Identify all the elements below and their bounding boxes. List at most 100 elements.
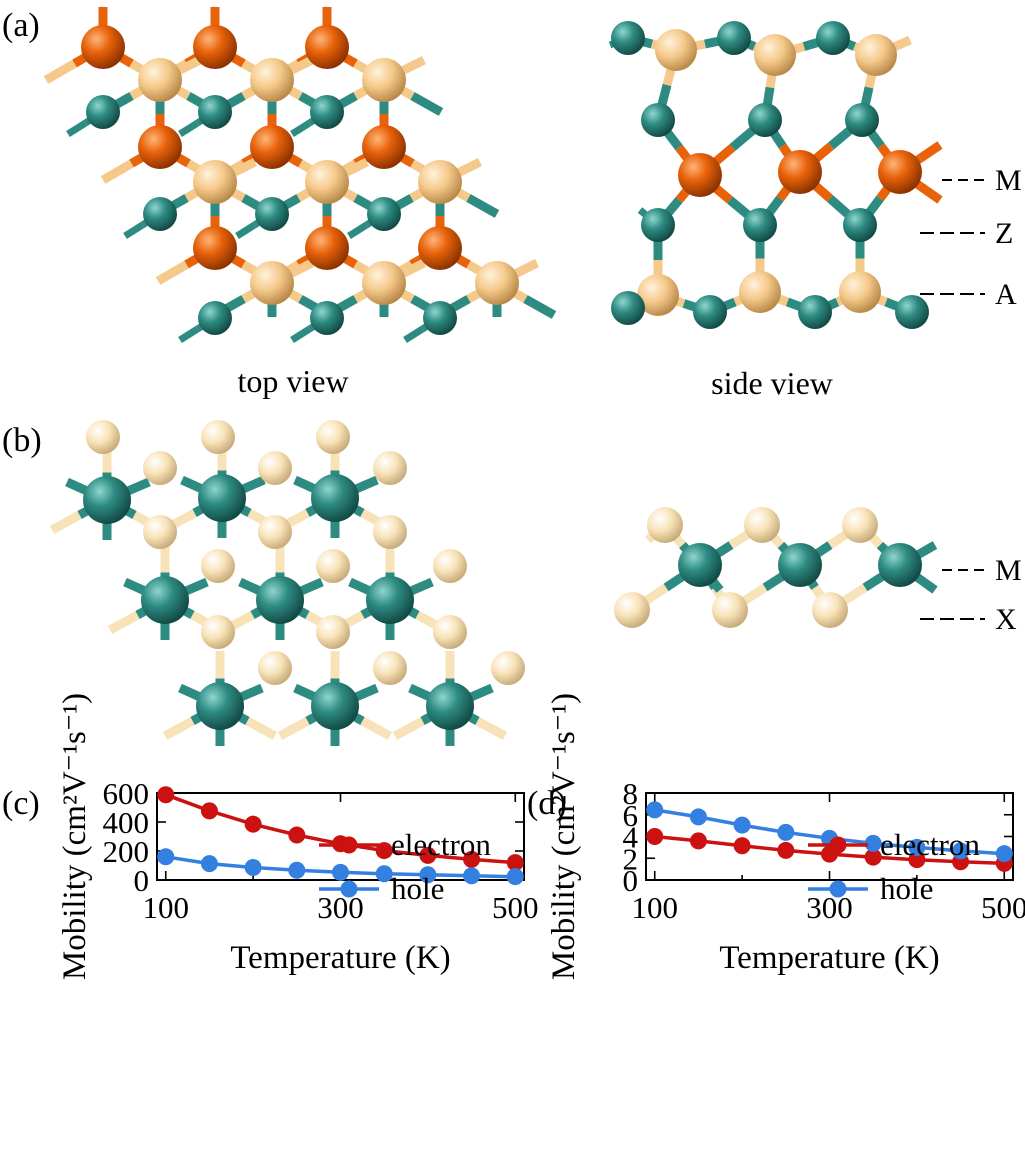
- bond: [401, 258, 427, 278]
- layer-label-m: M: [995, 164, 1022, 197]
- bond: [49, 511, 82, 534]
- teal-atom: [845, 103, 879, 137]
- teal-atom: [198, 95, 232, 129]
- bond: [348, 577, 372, 596]
- cream-atom: [744, 507, 780, 543]
- orange-atom: [305, 25, 349, 69]
- teal-atom: [611, 21, 645, 55]
- data-point-electron: [864, 848, 882, 866]
- data-point-electron: [288, 826, 306, 844]
- data-point-hole: [244, 859, 262, 877]
- tan-atom: [754, 34, 796, 76]
- tan-atom: [250, 261, 294, 305]
- bond: [66, 120, 88, 137]
- teal-atom: [198, 301, 232, 335]
- x-tick-label: 500: [981, 890, 1025, 925]
- y-axis-label: Mobility (cm²V⁻¹s⁻¹): [546, 693, 582, 980]
- tan-atom: [855, 34, 897, 76]
- bond: [344, 157, 370, 177]
- cream-atom: [614, 592, 650, 628]
- orange-atom: [362, 125, 406, 169]
- data-point-electron: [908, 851, 926, 869]
- data-point-hole: [288, 861, 306, 879]
- bond: [178, 326, 200, 343]
- tan-atom: [655, 29, 697, 71]
- teal-atom: [423, 301, 457, 335]
- metal-atom: [311, 474, 359, 522]
- bond: [293, 683, 317, 702]
- tan-atom: [475, 261, 519, 305]
- teal-atom: [143, 197, 177, 231]
- cream-atom: [143, 515, 177, 549]
- metal-atom: [426, 682, 474, 730]
- orange-atom: [418, 226, 462, 270]
- structure-a-top-view: [43, 7, 557, 343]
- teal-atom: [255, 197, 289, 231]
- cream-atom: [201, 420, 235, 454]
- cream-atom: [316, 615, 350, 649]
- bond: [360, 717, 393, 740]
- data-point-hole: [952, 842, 970, 860]
- legend-label-electron: electron: [880, 827, 980, 862]
- y-tick-label: 6: [623, 798, 639, 833]
- data-point-hole: [689, 808, 707, 826]
- legend-marker-electron: [340, 836, 358, 854]
- bond: [392, 717, 425, 740]
- data-point-electron: [506, 854, 524, 872]
- bond: [409, 577, 434, 596]
- y-tick-label: 4: [623, 820, 639, 855]
- bond: [915, 541, 938, 559]
- orange-atom: [138, 125, 182, 169]
- orange-atom: [250, 125, 294, 169]
- orange-atom: [678, 153, 722, 197]
- cream-atom: [316, 549, 350, 583]
- y-tick-label: 8: [623, 776, 639, 811]
- cream-atom: [433, 615, 467, 649]
- metal-atom: [83, 476, 131, 524]
- bond: [100, 159, 134, 184]
- side-view-caption: side view: [711, 365, 833, 401]
- x-tick-label: 100: [631, 890, 678, 925]
- x-tick-label: 300: [317, 890, 364, 925]
- x-axis-label: Temperature (K): [719, 940, 939, 976]
- teal-atom: [798, 295, 832, 329]
- orange-atom: [193, 25, 237, 69]
- y-axis-label: Mobility (cm²V⁻¹s⁻¹): [57, 693, 93, 980]
- bond: [917, 182, 943, 204]
- layer-label-m-b: M: [995, 554, 1022, 587]
- tan-atom: [193, 160, 237, 204]
- y-tick-label: 600: [103, 776, 150, 811]
- cream-atom: [143, 451, 177, 485]
- bond: [408, 683, 432, 702]
- cream-atom: [258, 451, 292, 485]
- metal-atom: [256, 576, 304, 624]
- cream-atom: [258, 515, 292, 549]
- bond: [180, 475, 204, 494]
- layer-labels-b: M X: [920, 554, 1022, 636]
- data-point-hole: [463, 867, 481, 885]
- y-tick-label: 200: [103, 834, 150, 869]
- legend-label-hole: hole: [880, 871, 933, 906]
- teal-atom: [895, 295, 929, 329]
- panel-a-tag: (a): [2, 7, 40, 44]
- data-point-electron: [646, 828, 664, 845]
- bond: [401, 55, 427, 75]
- layer-label-z: Z: [995, 217, 1013, 250]
- data-point-hole: [157, 848, 175, 866]
- cream-atom: [201, 615, 235, 649]
- bond: [514, 258, 540, 278]
- data-point-hole: [733, 816, 751, 834]
- bond: [457, 157, 483, 177]
- panel-c-tag: (c): [2, 785, 40, 822]
- structure-a-side-view: [608, 21, 943, 329]
- legend-label-electron: electron: [391, 827, 491, 862]
- tan-atom: [305, 160, 349, 204]
- legend-marker-hole: [340, 880, 358, 898]
- bond: [403, 326, 425, 343]
- data-point-hole: [646, 801, 664, 819]
- tan-atom: [362, 58, 406, 102]
- metal-atom: [366, 576, 414, 624]
- bond: [245, 717, 278, 740]
- metal-atom: [311, 682, 359, 730]
